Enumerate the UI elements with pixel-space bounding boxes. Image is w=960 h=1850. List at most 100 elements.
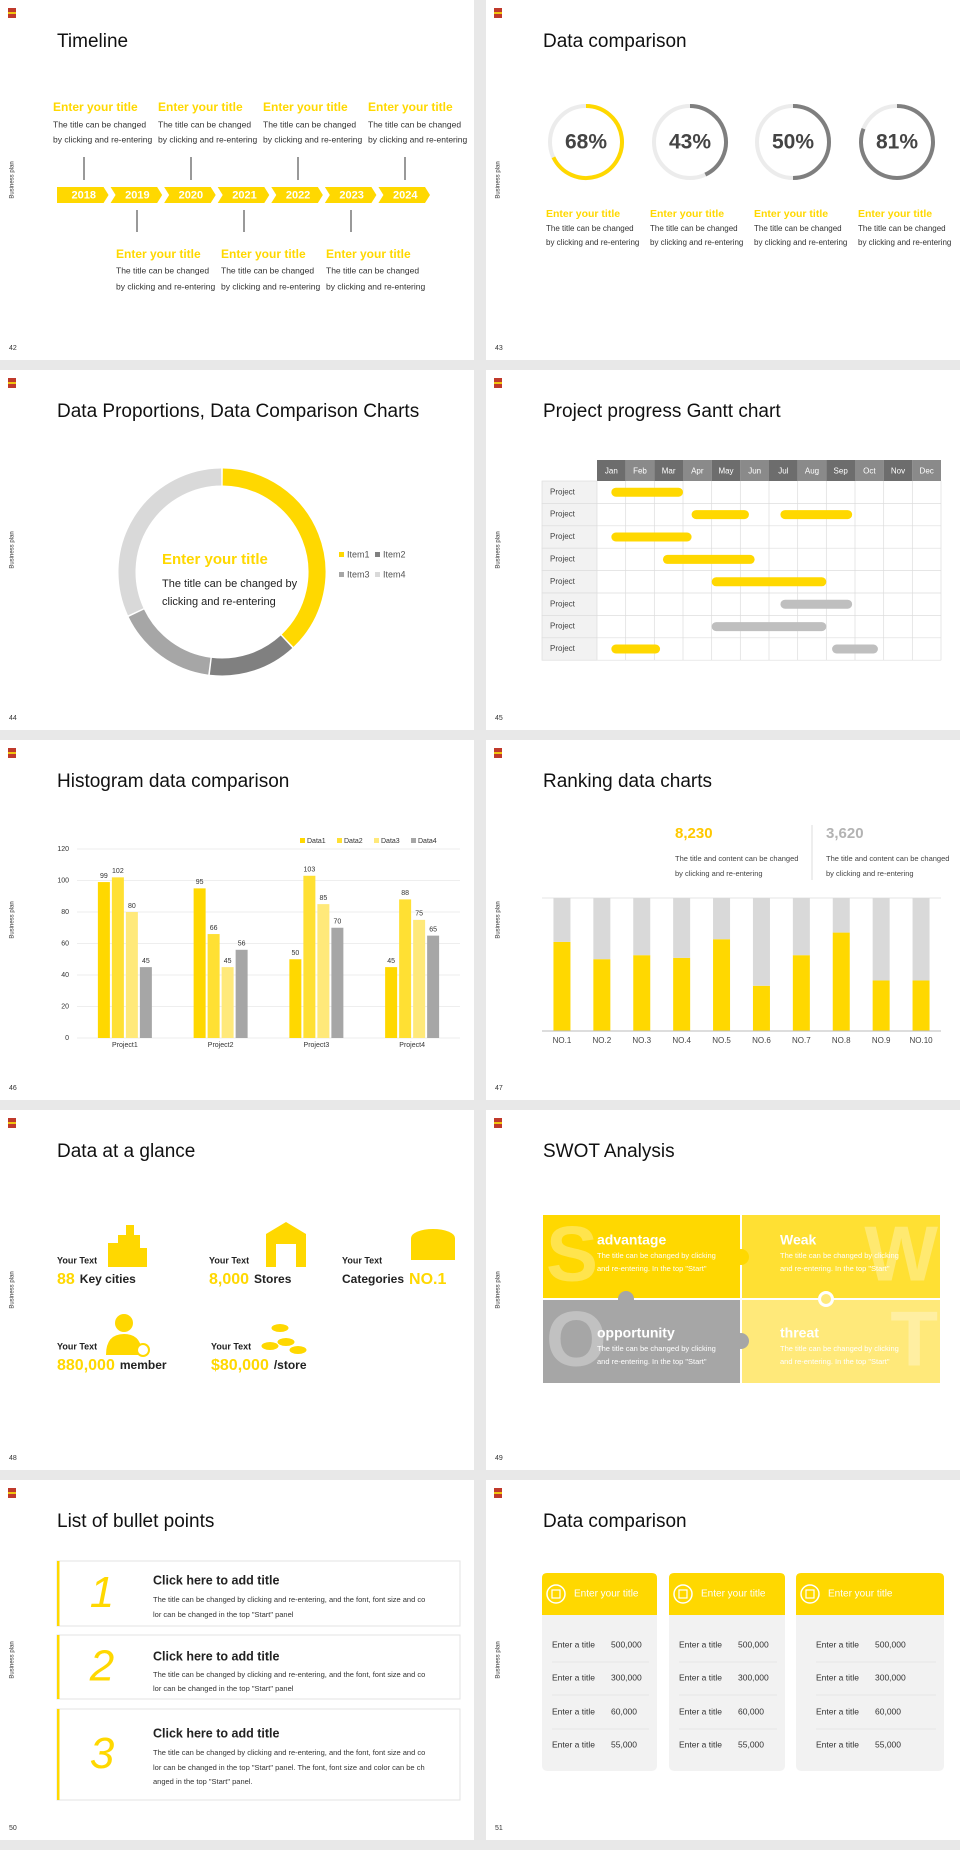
puzzle-knob xyxy=(821,1294,831,1304)
gantt-bar xyxy=(711,577,827,587)
month-header xyxy=(711,460,741,481)
data-label: 103 xyxy=(304,867,316,874)
data-label: 95 xyxy=(196,879,204,886)
side-label: Business plan xyxy=(10,1641,16,1678)
y-tick-label: 60 xyxy=(61,940,69,947)
slide-title: Timeline xyxy=(57,31,128,52)
swot-text: and re-entering. In the top "Start" xyxy=(780,1264,890,1273)
gantt-bar xyxy=(780,510,853,520)
unit-text: Stores xyxy=(254,1272,292,1286)
ring-arc xyxy=(551,104,624,180)
slide-title: Data at a glance xyxy=(57,1141,195,1162)
month-header xyxy=(797,460,827,481)
bullet-number: 2 xyxy=(89,1642,114,1691)
icon-coin xyxy=(270,1323,290,1333)
card-icon xyxy=(800,1584,820,1604)
bullet-title: Click here to add title xyxy=(153,1726,279,1740)
row-label: Enter a title xyxy=(816,1672,859,1682)
year-segment xyxy=(110,187,163,203)
donut-segment xyxy=(118,468,222,616)
month-header xyxy=(625,460,655,481)
bar-segment xyxy=(752,985,770,1031)
item-title: Enter your title xyxy=(53,100,138,114)
year-label: 2021 xyxy=(232,189,256,201)
month-label: Jan xyxy=(605,467,618,476)
bar xyxy=(303,875,316,1038)
bar-segment xyxy=(553,898,571,942)
row-label: Enter a title xyxy=(679,1672,722,1682)
bar xyxy=(221,967,234,1038)
x-tick-label: Project4 xyxy=(399,1042,425,1049)
legend-swatch xyxy=(374,838,379,843)
center-text: clicking and re-entering xyxy=(162,596,276,608)
gantt-bar xyxy=(711,622,827,632)
slide-title: Data comparison xyxy=(543,1511,687,1532)
legend-label: Data3 xyxy=(381,838,400,845)
item-text: by clicking and re-entering xyxy=(754,238,847,247)
bullet-text: lor can be changed in the top "Start" pa… xyxy=(153,1684,294,1693)
item-text: by clicking and re-entering xyxy=(326,281,425,291)
item-text: by clicking and re-entering xyxy=(53,134,152,144)
swot-title: opportunity xyxy=(597,1325,675,1341)
center-text: The title can be changed by xyxy=(162,578,298,590)
swot-title: advantage xyxy=(597,1232,666,1248)
swot-text: The title can be changed by clicking xyxy=(780,1251,899,1260)
gantt-bar xyxy=(691,510,749,520)
side-label: Business plan xyxy=(10,901,16,938)
bullet-text: The title can be changed by clicking and… xyxy=(153,1748,425,1757)
bar xyxy=(139,967,152,1038)
bullet-title: Click here to add title xyxy=(153,1573,279,1587)
slide-title: Project progress Gantt chart xyxy=(543,401,781,422)
item-text: The title can be changed xyxy=(326,265,419,275)
row-value: 55,000 xyxy=(875,1739,901,1749)
page-number: 50 xyxy=(9,1825,17,1832)
item-text: by clicking and re-entering xyxy=(221,281,320,291)
bar-segment xyxy=(912,898,930,981)
card-icon-inner xyxy=(805,1589,815,1599)
item-text: by clicking and re-entering xyxy=(650,238,743,247)
ring-label: 43% xyxy=(669,131,711,154)
bar-segment xyxy=(593,898,611,960)
bullet-accent xyxy=(57,1709,60,1800)
x-tick-label: NO.8 xyxy=(832,1036,851,1045)
logo-band xyxy=(8,382,16,384)
side-label: Business plan xyxy=(496,1271,502,1308)
data-label: 66 xyxy=(210,925,218,932)
bullet-accent xyxy=(57,1635,60,1699)
gantt-bar xyxy=(780,599,853,609)
ring-label: 81% xyxy=(876,131,918,154)
swot-text: The title can be changed by clicking xyxy=(597,1251,716,1260)
swot-text: The title can be changed by clicking xyxy=(597,1344,716,1353)
bar xyxy=(317,904,330,1038)
item-title: Enter your title xyxy=(368,100,453,114)
slide-title: Data Proportions, Data Comparison Charts xyxy=(57,401,419,422)
item-text: The title can be changed xyxy=(754,224,842,233)
row-label: Project xyxy=(550,599,576,608)
item-text: The title can be changed xyxy=(53,119,146,129)
year-label: 2020 xyxy=(179,189,203,201)
swot-text: and re-entering. In the top "Start" xyxy=(597,1264,707,1273)
year-label: 2024 xyxy=(393,189,418,201)
row-label: Project xyxy=(550,622,576,631)
legend-label: Item3 xyxy=(347,569,370,579)
item-text: by clicking and re-entering xyxy=(116,281,215,291)
bar xyxy=(125,912,138,1038)
ring-arc xyxy=(689,104,728,177)
bar xyxy=(427,935,440,1038)
item-title: Enter your title xyxy=(116,247,201,261)
card-title: Enter your title xyxy=(574,1589,639,1600)
slide-background xyxy=(0,0,474,360)
puzzle-knob xyxy=(733,1249,749,1265)
icon-store xyxy=(266,1222,306,1267)
item-title: Enter your title xyxy=(546,208,620,220)
x-tick-label: NO.3 xyxy=(632,1036,651,1045)
row-label: Enter a title xyxy=(679,1706,722,1716)
stat-text: by clicking and re-entering xyxy=(675,869,763,878)
month-label: Jun xyxy=(748,467,761,476)
swot-letter: T xyxy=(890,1295,938,1383)
legend-swatch xyxy=(339,572,344,577)
card-body xyxy=(542,1573,657,1771)
side-label: Business plan xyxy=(10,161,16,198)
item-text: The title can be changed xyxy=(368,119,461,129)
card-title: Enter your title xyxy=(701,1589,766,1600)
